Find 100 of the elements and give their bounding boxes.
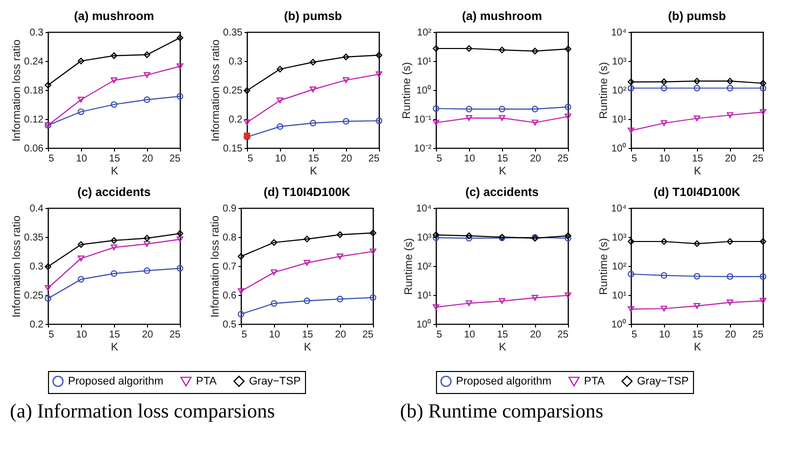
chart-title: (a) mushroom <box>462 9 542 23</box>
legend-label: Gray−TSP <box>637 375 689 388</box>
chart-title: (c) accidents <box>465 185 540 199</box>
y-tick-label: 0.24 <box>24 56 44 68</box>
x-tick-label: 10 <box>658 154 670 164</box>
y-tick-label: 0.18 <box>24 86 44 96</box>
x-tick-label: 5 <box>632 330 638 340</box>
x-tick-label: 15 <box>308 154 320 164</box>
y-tick-label: 10⁰ <box>611 142 626 154</box>
x-tick-label: 10 <box>268 330 280 340</box>
x-tick-label: 20 <box>142 330 154 340</box>
y-axis-title: Runtime (s) <box>401 62 414 119</box>
x-tick-label: 15 <box>692 154 704 164</box>
x-tick-label: 5 <box>436 154 442 164</box>
chart-title: (b) pumsb <box>668 9 726 23</box>
x-tick-label: 25 <box>169 330 181 340</box>
y-tick-label: 10¹ <box>612 290 628 302</box>
y-tick-label: 10¹ <box>417 290 432 302</box>
y-tick-label: 10² <box>417 262 432 272</box>
chart-title: (d) T10I4D100K <box>264 185 351 199</box>
y-axis-title: Information loss ratio <box>11 215 24 318</box>
x-tick-label: 20 <box>340 154 352 164</box>
chart-title: (d) T10I4D100K <box>654 185 741 199</box>
legend-label: PTA <box>196 376 218 388</box>
y-tick-label: 0.3 <box>228 56 243 68</box>
y-tick-label: 0.3 <box>30 262 44 272</box>
x-axis-title: K <box>110 166 119 178</box>
y-tick-label: 0.5 <box>222 320 237 330</box>
x-tick-label: 25 <box>557 154 569 164</box>
x-tick-label: 20 <box>334 330 346 340</box>
x-tick-label: 25 <box>752 330 764 340</box>
y-axis-title: Runtime (s) <box>598 238 610 295</box>
y-tick-label: 0.15 <box>223 144 243 154</box>
y-tick-label: 0.3 <box>30 28 44 38</box>
x-tick-label: 5 <box>48 330 54 340</box>
x-tick-label: 5 <box>632 154 638 164</box>
x-tick-label: 25 <box>362 330 374 340</box>
y-tick-label: 10² <box>612 262 628 272</box>
x-tick-label: 15 <box>692 330 704 340</box>
x-tick-label: 20 <box>142 154 154 164</box>
y-tick-label: 10⁴ <box>611 28 626 38</box>
y-tick-label: 0.25 <box>24 290 44 302</box>
y-axis-title: Information loss ratio <box>210 215 222 318</box>
y-tick-label: 0.12 <box>24 114 44 126</box>
x-tick-label: 5 <box>248 154 254 164</box>
y-tick-label: 10⁰ <box>416 318 432 330</box>
x-tick-label: 20 <box>724 330 736 340</box>
chart-title: (b) pumsb <box>284 9 342 23</box>
y-tick-label: 10³ <box>612 232 628 244</box>
legend-label: Gray−TSP <box>249 375 301 388</box>
y-tick-label: 10⁻² <box>414 144 432 154</box>
y-tick-label: 10² <box>417 28 432 38</box>
y-tick-label: 10² <box>612 86 628 96</box>
y-axis-title: Information loss ratio <box>11 39 24 142</box>
x-axis-title: K <box>694 342 702 354</box>
x-tick-label: 25 <box>557 330 569 340</box>
x-tick-label: 20 <box>724 154 736 164</box>
y-tick-label: 0.2 <box>228 114 243 126</box>
x-tick-label: 25 <box>169 154 181 164</box>
x-tick-label: 10 <box>274 154 286 164</box>
y-tick-label: 10⁴ <box>416 204 432 214</box>
x-tick-label: 20 <box>530 154 542 164</box>
y-axis-title: Information loss ratio <box>210 39 222 142</box>
x-tick-label: 10 <box>76 154 88 164</box>
text: (a) Information loss comparsions <box>10 400 276 422</box>
y-tick-label: 0.8 <box>222 232 237 244</box>
x-axis-title: K <box>310 166 318 178</box>
legend-label: PTA <box>584 376 606 388</box>
x-tick-label: 5 <box>436 330 442 340</box>
x-axis-title: K <box>498 342 507 354</box>
y-tick-label: 10³ <box>612 56 628 68</box>
y-tick-label: 10⁻¹ <box>414 114 432 126</box>
x-tick-label: 25 <box>368 154 380 164</box>
legend-label: Proposed algorithm <box>68 375 164 388</box>
y-tick-label: 10⁴ <box>611 204 626 214</box>
y-tick-label: 0.4 <box>30 204 44 214</box>
x-tick-label: 15 <box>302 330 314 340</box>
x-axis-title: K <box>498 166 507 178</box>
x-tick-label: 15 <box>496 330 508 340</box>
y-tick-label: 0.35 <box>223 28 243 38</box>
x-tick-label: 25 <box>752 154 764 164</box>
x-tick-label: 10 <box>464 330 476 340</box>
chart-title: (c) accidents <box>77 185 152 199</box>
legend-label: Proposed algorithm <box>456 375 552 388</box>
y-tick-label: 10¹ <box>612 114 628 126</box>
x-tick-label: 15 <box>496 154 508 164</box>
x-axis-title: K <box>694 166 702 178</box>
x-tick-label: 10 <box>464 154 476 164</box>
x-tick-label: 5 <box>48 154 54 164</box>
y-tick-label: 10³ <box>417 232 432 244</box>
y-tick-label: 0.35 <box>24 232 44 244</box>
x-tick-label: 20 <box>530 330 542 340</box>
y-tick-label: 0.06 <box>24 144 44 154</box>
y-tick-label: 0.25 <box>223 86 243 96</box>
y-tick-label: 10⁰ <box>611 318 626 330</box>
x-axis-title: K <box>110 342 119 354</box>
x-tick-label: 15 <box>108 330 120 340</box>
x-tick-label: 10 <box>76 330 88 340</box>
y-tick-label: 0.7 <box>222 262 237 272</box>
y-axis-title: Runtime (s) <box>598 62 610 119</box>
